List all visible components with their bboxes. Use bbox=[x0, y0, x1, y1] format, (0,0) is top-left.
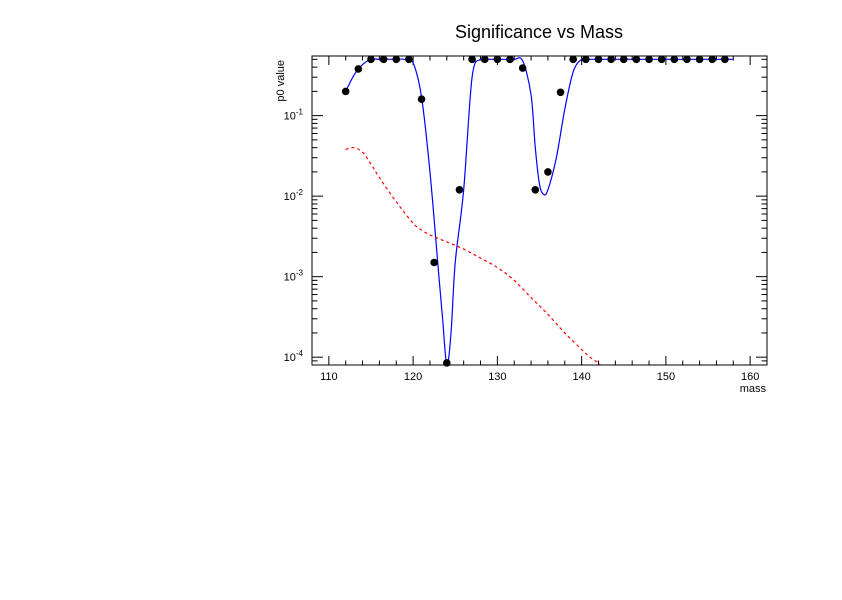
data-point bbox=[708, 55, 717, 64]
data-point bbox=[468, 55, 476, 64]
data-point bbox=[695, 55, 704, 64]
plot-frame bbox=[311, 55, 768, 366]
data-point bbox=[480, 55, 489, 64]
data-point bbox=[607, 55, 615, 64]
data-point bbox=[594, 55, 603, 64]
x-tick-label: 140 bbox=[572, 371, 590, 383]
data-point bbox=[531, 185, 540, 194]
data-point bbox=[569, 55, 578, 64]
data-point bbox=[417, 95, 426, 103]
data-point bbox=[430, 258, 438, 267]
data-point bbox=[645, 55, 653, 64]
data-point bbox=[544, 168, 552, 176]
x-tick-label: 160 bbox=[741, 371, 759, 383]
x-axis-label: mass bbox=[740, 383, 767, 395]
data-point bbox=[379, 55, 388, 64]
data-point bbox=[405, 55, 413, 64]
y-tick-label: 10-4 bbox=[284, 349, 304, 364]
data-point bbox=[721, 55, 729, 64]
data-point bbox=[341, 87, 350, 96]
data-point bbox=[619, 55, 628, 64]
data-point bbox=[582, 55, 590, 64]
data-point bbox=[493, 55, 502, 64]
y-axis-label: p0 value bbox=[275, 60, 287, 102]
axes bbox=[311, 55, 768, 366]
data-point bbox=[392, 55, 401, 64]
y-tick-label: 10-1 bbox=[284, 108, 304, 123]
series-layer bbox=[341, 55, 734, 367]
data-point bbox=[455, 185, 464, 194]
data-point bbox=[506, 55, 514, 64]
expected-dashed-line bbox=[345, 146, 601, 365]
x-tick-label: 120 bbox=[404, 371, 422, 383]
y-tick-label: 10-2 bbox=[284, 188, 304, 203]
x-tick-label: 110 bbox=[320, 371, 338, 383]
x-axis-ticks: 110 120 130 140 150 160 bbox=[311, 56, 768, 383]
y-tick-label: 10-3 bbox=[284, 269, 304, 284]
chart-title: Significance vs Mass bbox=[455, 22, 623, 42]
data-point bbox=[670, 55, 679, 64]
series-lines bbox=[345, 57, 734, 365]
data-point bbox=[518, 64, 527, 72]
data-point bbox=[632, 55, 641, 64]
y-axis-ticks: 10-1 10-2 10-3 10-4 bbox=[284, 58, 767, 366]
x-tick-label: 150 bbox=[657, 371, 675, 383]
x-tick-label: 130 bbox=[488, 371, 506, 383]
data-point bbox=[657, 55, 666, 64]
data-point bbox=[556, 88, 565, 97]
data-point bbox=[354, 65, 363, 73]
data-point bbox=[367, 55, 375, 64]
data-point bbox=[683, 55, 691, 64]
data-point bbox=[443, 359, 451, 367]
